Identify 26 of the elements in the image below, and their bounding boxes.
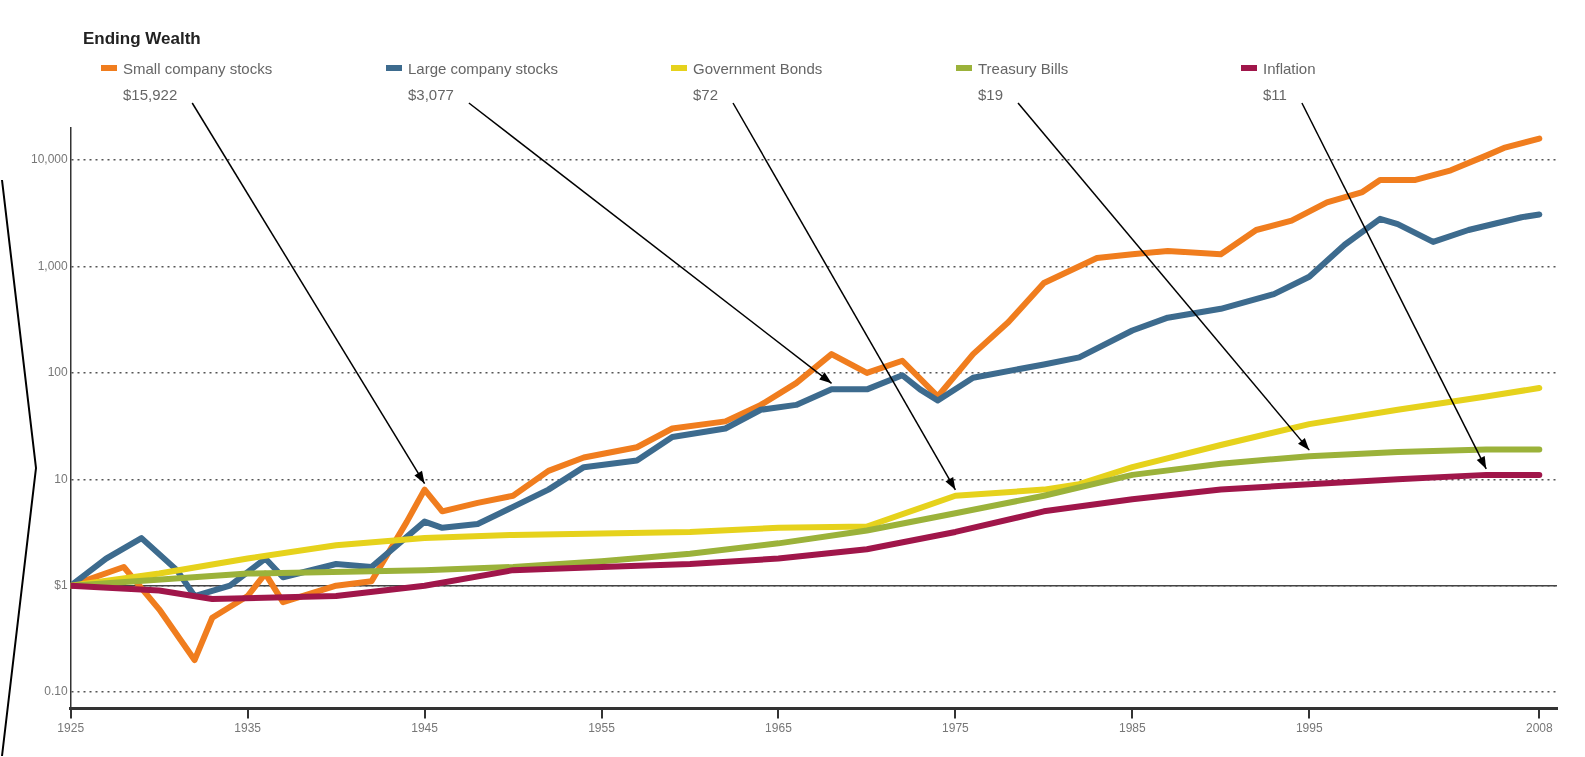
- legend-label: Treasury Bills: [978, 60, 1069, 77]
- y-tick-label: 100: [47, 365, 69, 380]
- annotation: $15,922: [123, 86, 178, 103]
- x-tick-label: 2008: [1525, 721, 1553, 736]
- x-tick-label: 1935: [234, 721, 262, 736]
- x-tick-label: 1925: [57, 721, 85, 736]
- y-tick-label: 10,000: [31, 152, 69, 167]
- y-tick-label: 10: [54, 471, 69, 486]
- x-tick-label: 1945: [411, 721, 439, 736]
- annotation: $3,077: [408, 86, 454, 103]
- x-tick-label: 1975: [942, 721, 970, 736]
- x-tick-label: 1955: [588, 721, 616, 736]
- legend-label: Small company stocks: [123, 60, 273, 77]
- x-tick-label: 1985: [1118, 721, 1147, 736]
- annotation: $72: [693, 86, 719, 103]
- y-tick-label: 0.10: [44, 684, 69, 699]
- legend-label: Government Bonds: [693, 60, 823, 77]
- annotation: $19: [978, 86, 1004, 103]
- y-tick-label: 1,000: [37, 258, 69, 273]
- legend-label: Inflation: [1263, 60, 1316, 77]
- legend-label: Large company stocks: [408, 60, 559, 77]
- chart-title: Ending Wealth: [83, 29, 201, 48]
- x-tick-label: 1995: [1295, 721, 1323, 736]
- x-tick-label: 1965: [765, 721, 793, 736]
- annotation: $11: [1263, 86, 1287, 103]
- y-tick-label: $1: [54, 578, 69, 593]
